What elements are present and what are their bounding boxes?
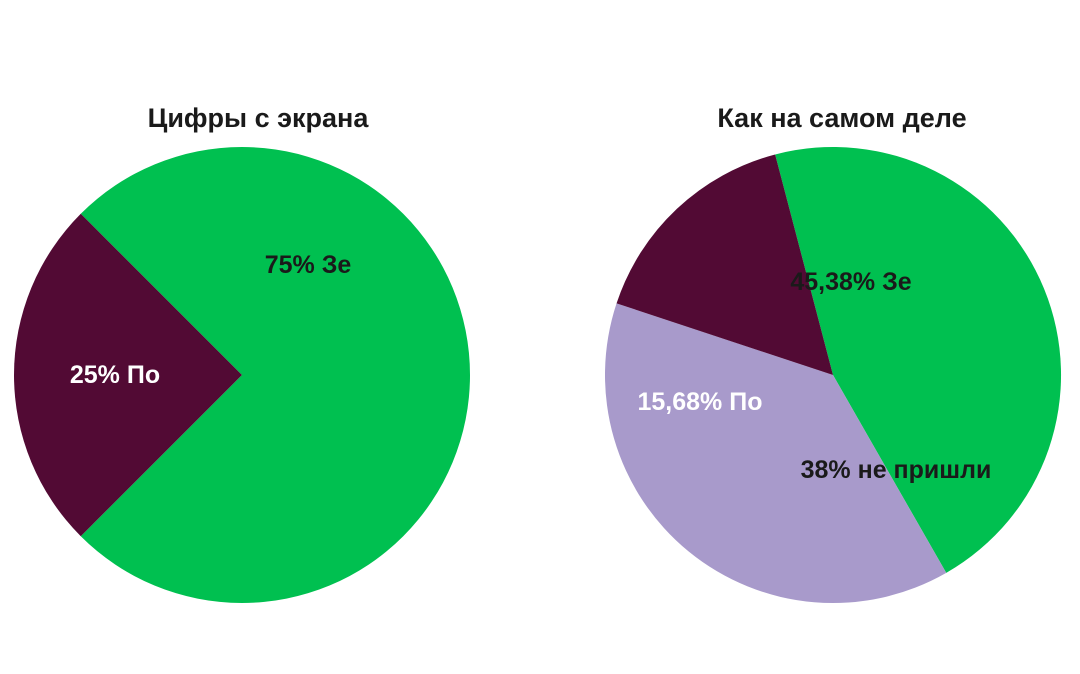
pie-slice-actual-0 bbox=[775, 146, 1062, 573]
slice-label-actual-1: 38% не пришли bbox=[801, 456, 992, 484]
pie-slices-screen: 75% Зе 25% По bbox=[14, 146, 471, 603]
pie-slice-screen-1 bbox=[14, 213, 243, 537]
pie-slice-actual-1 bbox=[604, 303, 947, 604]
pie-chart-actual: Как на самом деле 45,38% Зе 38% не пришли… bbox=[604, 103, 1062, 604]
pie-chart-screen: Цифры с экрана 75% Зе 25% По bbox=[14, 103, 471, 603]
pie-slices-actual: 45,38% Зе 38% не пришли 15,68% По bbox=[604, 146, 1062, 604]
chart-title-screen: Цифры с экрана bbox=[148, 103, 370, 133]
pie-slice-actual-2 bbox=[616, 154, 833, 375]
pie-slice-screen-0 bbox=[80, 146, 471, 603]
slice-label-actual-0: 45,38% Зе bbox=[790, 268, 911, 296]
slice-label-actual-2: 15,68% По bbox=[638, 388, 763, 416]
slice-label-screen-1: 25% По bbox=[70, 361, 160, 389]
slice-label-screen-0: 75% Зе bbox=[265, 251, 352, 279]
chart-title-actual: Как на самом деле bbox=[717, 103, 966, 133]
